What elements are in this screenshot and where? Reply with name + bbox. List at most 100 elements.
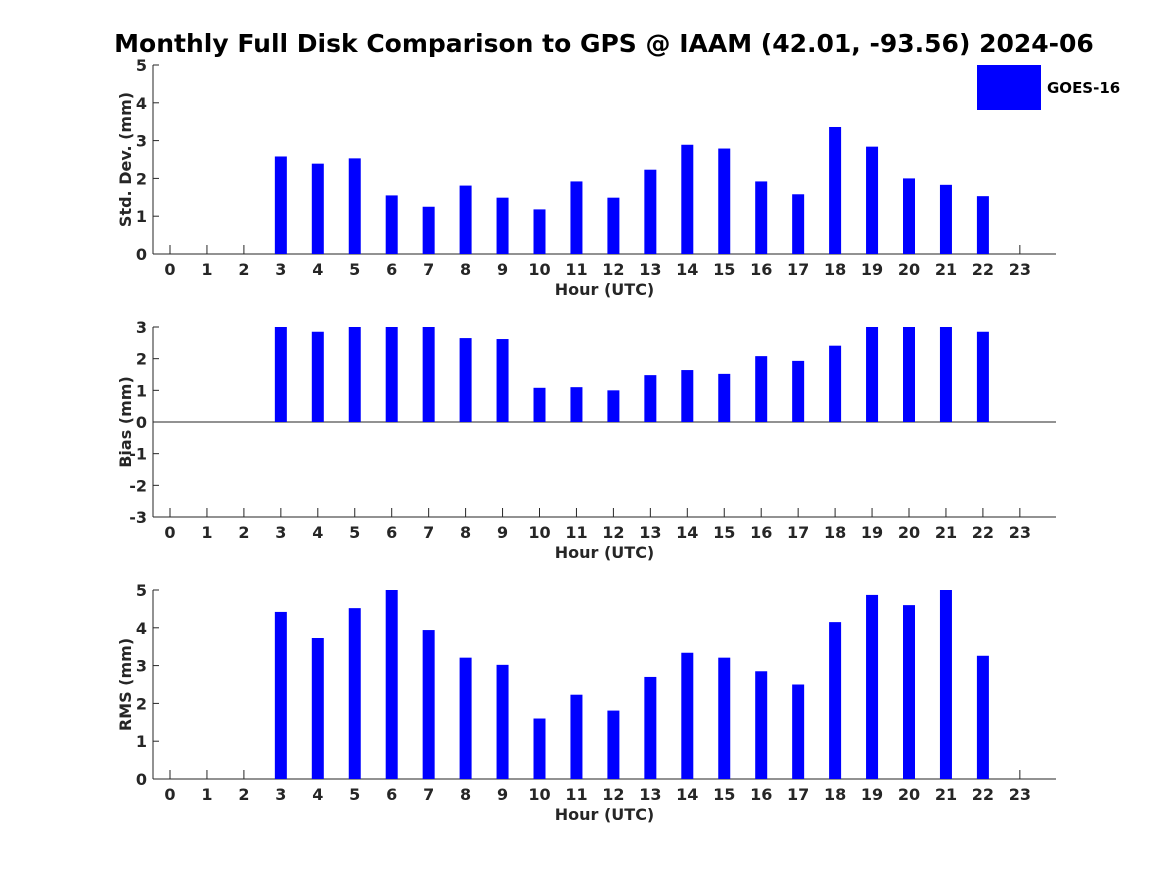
bias-mm-bar-hour-19 (866, 327, 879, 422)
std-dev-mm-xtick-label: 11 (565, 260, 587, 279)
rms-mm-xtick-label: 7 (423, 785, 434, 804)
std-dev-mm-bar-hour-10 (533, 209, 546, 254)
std-dev-mm-xtick-label: 20 (898, 260, 920, 279)
legend-swatch-goes-16 (977, 65, 1041, 110)
bias-mm-ytick-label: 2 (136, 350, 147, 369)
std-dev-mm-ytick-label: 2 (136, 169, 147, 188)
bias-mm-bar-hour-6 (385, 327, 398, 422)
legend-label-goes-16: GOES-16 (1047, 79, 1120, 97)
std-dev-mm-bar-hour-5 (348, 158, 361, 254)
bias-mm-xtick-label: 16 (750, 523, 772, 542)
std-dev-mm-xtick-label: 1 (201, 260, 212, 279)
bias-mm-y-label: Bias (mm) (116, 376, 135, 468)
rms-mm-ytick-label: 5 (136, 581, 147, 600)
bias-mm-bar-hour-7 (422, 327, 435, 422)
std-dev-mm-ytick-label: 5 (136, 56, 147, 75)
std-dev-mm-bar-hour-18 (829, 126, 842, 254)
rms-mm-xtick-label: 6 (386, 785, 397, 804)
chart-title: Monthly Full Disk Comparison to GPS @ IA… (114, 29, 1094, 58)
bias-mm-bar-hour-22 (976, 331, 989, 422)
std-dev-mm-bar-hour-8 (459, 185, 472, 254)
bias-mm-xtick-label: 8 (460, 523, 471, 542)
rms-mm-bar-hour-4 (311, 638, 324, 779)
rms-mm-ytick-label: 4 (136, 619, 147, 638)
rms-mm-xtick-label: 1 (201, 785, 212, 804)
rms-mm-bar-hour-6 (385, 590, 398, 779)
bias-mm-ytick-label: -1 (129, 445, 147, 464)
rms-mm-ytick-label: 3 (136, 657, 147, 676)
rms-mm-ytick-label: 1 (136, 732, 147, 751)
rms-mm-x-label: Hour (UTC) (555, 805, 655, 824)
bias-mm-x-label: Hour (UTC) (555, 543, 655, 562)
bias-mm-xtick-label: 22 (972, 523, 994, 542)
bias-mm-ytick-label: -2 (129, 476, 147, 495)
rms-mm-xtick-label: 9 (497, 785, 508, 804)
rms-mm-xtick-label: 19 (861, 785, 883, 804)
rms-mm-xtick-label: 5 (349, 785, 360, 804)
std-dev-mm-xtick-label: 13 (639, 260, 661, 279)
bias-mm-bar-hour-18 (829, 345, 842, 422)
bias-mm-xtick-label: 3 (275, 523, 286, 542)
std-dev-mm-ytick-label: 3 (136, 132, 147, 151)
bias-mm-xtick-label: 0 (164, 523, 175, 542)
bias-mm-ytick-label: 0 (136, 413, 147, 432)
rms-mm-bar-hour-5 (348, 608, 361, 779)
rms-mm-xtick-label: 14 (676, 785, 698, 804)
rms-mm-bar-hour-3 (274, 611, 287, 779)
bias-mm-bar-hour-5 (348, 327, 361, 422)
std-dev-mm-xtick-label: 21 (935, 260, 957, 279)
std-dev-mm-bar-hour-21 (939, 184, 952, 254)
bias-mm-xtick-label: 5 (349, 523, 360, 542)
rms-mm-xtick-label: 8 (460, 785, 471, 804)
rms-mm-xtick-label: 0 (164, 785, 175, 804)
std-dev-mm-xtick-label: 5 (349, 260, 360, 279)
rms-mm-bar-hour-16 (755, 671, 768, 779)
std-dev-mm-ytick-label: 4 (136, 94, 147, 113)
rms-mm-y-label: RMS (mm) (116, 638, 135, 731)
bias-mm-ytick-label: 1 (136, 381, 147, 400)
bias-mm-bar-hour-15 (718, 373, 731, 422)
bias-mm-bar-hour-21 (939, 327, 952, 422)
std-dev-mm-xtick-label: 14 (676, 260, 698, 279)
std-dev-mm-bar-hour-7 (422, 206, 435, 254)
rms-mm-bar-hour-17 (792, 684, 805, 779)
rms-mm-xtick-label: 20 (898, 785, 920, 804)
rms-mm-bar-hour-14 (681, 652, 694, 779)
legend: GOES-16 (977, 65, 1120, 110)
std-dev-mm-x-label: Hour (UTC) (555, 280, 655, 299)
rms-mm-bar-hour-9 (496, 664, 509, 779)
bias-mm-xtick-label: 13 (639, 523, 661, 542)
bias-mm-xtick-label: 19 (861, 523, 883, 542)
std-dev-mm-xtick-label: 19 (861, 260, 883, 279)
std-dev-mm-bar-hour-12 (607, 197, 620, 254)
std-dev-mm-bar-hour-14 (681, 144, 694, 254)
bias-mm-bar-hour-8 (459, 338, 472, 422)
bias-mm-xtick-label: 14 (676, 523, 698, 542)
bias-mm-xtick-label: 2 (238, 523, 249, 542)
rms-mm-xtick-label: 10 (528, 785, 550, 804)
std-dev-mm-bar-hour-16 (755, 181, 768, 254)
bias-mm-xtick-label: 12 (602, 523, 624, 542)
bias-mm-bar-hour-20 (903, 327, 915, 422)
bias-mm-bar-hour-16 (755, 356, 768, 422)
rms-mm-xtick-label: 13 (639, 785, 661, 804)
rms-mm-xtick-label: 11 (565, 785, 587, 804)
std-dev-mm-xtick-label: 23 (1009, 260, 1031, 279)
std-dev-mm-bar-hour-4 (311, 163, 324, 254)
bias-mm-xtick-label: 11 (565, 523, 587, 542)
bias-mm-bar-hour-10 (533, 387, 546, 422)
bias-mm-xtick-label: 17 (787, 523, 809, 542)
rms-mm-bar-hour-10 (533, 718, 546, 779)
rms-mm-bar-hour-20 (903, 605, 915, 779)
bias-mm-xtick-label: 18 (824, 523, 846, 542)
std-dev-mm-ytick-label: 1 (136, 207, 147, 226)
rms-mm-bar-hour-12 (607, 710, 620, 779)
bias-mm-ytick-label: -3 (129, 508, 147, 527)
rms-mm-xtick-label: 12 (602, 785, 624, 804)
std-dev-mm-xtick-label: 16 (750, 260, 772, 279)
bias-mm-xtick-label: 4 (312, 523, 323, 542)
rms-mm-bar-hour-8 (459, 657, 472, 779)
std-dev-mm-ytick-label: 0 (136, 245, 147, 264)
bias-mm-bar-hour-13 (644, 375, 657, 422)
